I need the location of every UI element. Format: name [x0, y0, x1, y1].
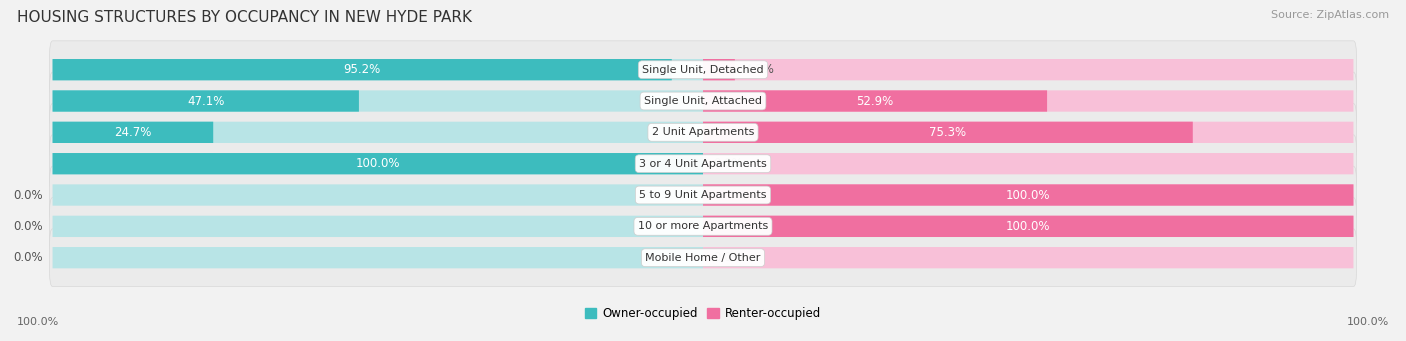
FancyBboxPatch shape — [49, 229, 1357, 286]
Text: 2 Unit Apartments: 2 Unit Apartments — [652, 127, 754, 137]
Text: Single Unit, Attached: Single Unit, Attached — [644, 96, 762, 106]
Text: 47.1%: 47.1% — [187, 94, 225, 107]
FancyBboxPatch shape — [52, 153, 703, 174]
Text: HOUSING STRUCTURES BY OCCUPANCY IN NEW HYDE PARK: HOUSING STRUCTURES BY OCCUPANCY IN NEW H… — [17, 10, 472, 25]
FancyBboxPatch shape — [52, 153, 703, 174]
FancyBboxPatch shape — [52, 184, 703, 206]
Text: Single Unit, Detached: Single Unit, Detached — [643, 65, 763, 75]
FancyBboxPatch shape — [703, 216, 1354, 237]
FancyBboxPatch shape — [703, 216, 1354, 237]
Text: 10 or more Apartments: 10 or more Apartments — [638, 221, 768, 231]
FancyBboxPatch shape — [52, 216, 703, 237]
Text: 100.0%: 100.0% — [356, 157, 401, 170]
Text: 4.9%: 4.9% — [745, 63, 775, 76]
FancyBboxPatch shape — [52, 90, 359, 112]
Legend: Owner-occupied, Renter-occupied: Owner-occupied, Renter-occupied — [579, 302, 827, 325]
Text: 24.7%: 24.7% — [114, 126, 152, 139]
FancyBboxPatch shape — [52, 59, 703, 80]
Text: Source: ZipAtlas.com: Source: ZipAtlas.com — [1271, 10, 1389, 20]
FancyBboxPatch shape — [52, 59, 672, 80]
FancyBboxPatch shape — [49, 166, 1357, 224]
Text: 0.0%: 0.0% — [713, 157, 742, 170]
Text: 75.3%: 75.3% — [929, 126, 966, 139]
Text: 0.0%: 0.0% — [13, 251, 42, 264]
FancyBboxPatch shape — [703, 90, 1047, 112]
FancyBboxPatch shape — [49, 135, 1357, 193]
FancyBboxPatch shape — [703, 90, 1354, 112]
Text: 5 to 9 Unit Apartments: 5 to 9 Unit Apartments — [640, 190, 766, 200]
Text: 0.0%: 0.0% — [13, 189, 42, 202]
FancyBboxPatch shape — [703, 184, 1354, 206]
FancyBboxPatch shape — [52, 122, 703, 143]
FancyBboxPatch shape — [703, 122, 1192, 143]
FancyBboxPatch shape — [703, 122, 1354, 143]
Text: 3 or 4 Unit Apartments: 3 or 4 Unit Apartments — [640, 159, 766, 169]
Text: 100.0%: 100.0% — [1005, 189, 1050, 202]
Text: 100.0%: 100.0% — [1347, 317, 1389, 327]
FancyBboxPatch shape — [49, 72, 1357, 130]
FancyBboxPatch shape — [703, 153, 1354, 174]
FancyBboxPatch shape — [52, 90, 703, 112]
Text: Mobile Home / Other: Mobile Home / Other — [645, 253, 761, 263]
FancyBboxPatch shape — [703, 59, 1354, 80]
FancyBboxPatch shape — [49, 104, 1357, 161]
Text: 95.2%: 95.2% — [343, 63, 381, 76]
FancyBboxPatch shape — [703, 184, 1354, 206]
FancyBboxPatch shape — [52, 122, 214, 143]
Text: 0.0%: 0.0% — [13, 220, 42, 233]
FancyBboxPatch shape — [49, 197, 1357, 255]
Text: 0.0%: 0.0% — [713, 251, 742, 264]
FancyBboxPatch shape — [703, 247, 1354, 268]
FancyBboxPatch shape — [52, 247, 703, 268]
Text: 52.9%: 52.9% — [856, 94, 894, 107]
FancyBboxPatch shape — [703, 59, 735, 80]
FancyBboxPatch shape — [49, 41, 1357, 99]
Text: 100.0%: 100.0% — [1005, 220, 1050, 233]
Text: 100.0%: 100.0% — [17, 317, 59, 327]
